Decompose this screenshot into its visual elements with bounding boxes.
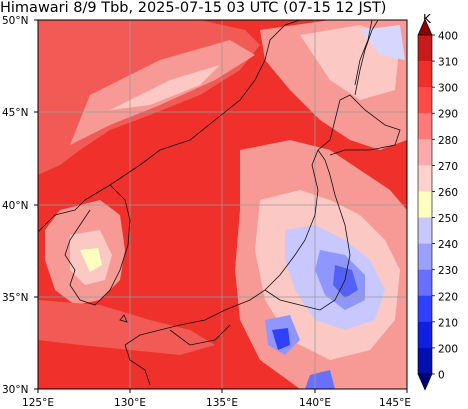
colorbar-band [418, 243, 432, 270]
colorbar-tick-label: 270 [438, 161, 458, 173]
colorbar-tick-label: 400 [438, 31, 458, 43]
colorbar-band [418, 35, 432, 62]
colorbar-band [418, 87, 432, 114]
colorbar-band [418, 61, 432, 88]
lat-tick-label: 30°N [2, 384, 28, 396]
lat-tick-label: 40°N [2, 200, 28, 212]
colorbar-tick-label: 200 [438, 343, 458, 355]
lon-tick-label: 125°E [22, 397, 54, 409]
colorbar-tick-label: 300 [438, 83, 458, 95]
colorbar-tick-label: 310 [438, 57, 458, 69]
colorbar-tick-label: 250 [438, 213, 458, 225]
colorbar-band [418, 347, 432, 375]
colorbar-frame [417, 34, 433, 375]
colorbar-band [418, 295, 432, 323]
colorbar-tick-label: 230 [438, 265, 458, 277]
colorbar-band [418, 191, 432, 218]
coastlines [37, 19, 401, 386]
colorbar-band [418, 321, 432, 349]
lon-tick-label: 140°E [299, 397, 331, 409]
colorbar-tick-label: 240 [438, 239, 458, 251]
colorbar: 400 310 300 290 280 270 260 250 240 230 220 210 200 0 [417, 18, 458, 391]
colorbar-band [418, 165, 432, 192]
colorbar-band [418, 139, 432, 166]
colorbar-tick-label: 280 [438, 135, 458, 147]
colorbar-band [418, 217, 432, 244]
colorbar-tick-label: 210 [438, 317, 458, 329]
map-title: Himawari 8/9 Tbb, 2025-07-15 03 UTC (07-… [0, 0, 387, 16]
lon-tick-label: 130°E [114, 397, 146, 409]
colorbar-cap-bottom [417, 373, 433, 391]
lat-tick-label: 35°N [2, 292, 28, 304]
colorbar-tick-label: 0 [438, 370, 445, 382]
colorbar-unit: K [423, 12, 431, 26]
tbb-field [38, 20, 407, 389]
colorbar-band [418, 113, 432, 140]
colorbar-tick-label: 220 [438, 291, 458, 303]
lat-tick-label: 45°N [2, 107, 28, 119]
lat-axis: 50°N 45°N 40°N 35°N 30°N [2, 15, 38, 396]
colorbar-tick-label: 260 [438, 187, 458, 199]
lon-axis: 125°E 130°E 135°E 140°E 145°E [22, 389, 411, 409]
colorbar-band [418, 269, 432, 297]
lon-tick-label: 135°E [206, 397, 238, 409]
colorbar-tick-label: 290 [438, 109, 458, 121]
lat-tick-label: 50°N [2, 15, 28, 27]
gridlines [38, 20, 407, 389]
lon-tick-label: 145°E [379, 397, 411, 409]
colorbar-cap-top [417, 18, 433, 36]
